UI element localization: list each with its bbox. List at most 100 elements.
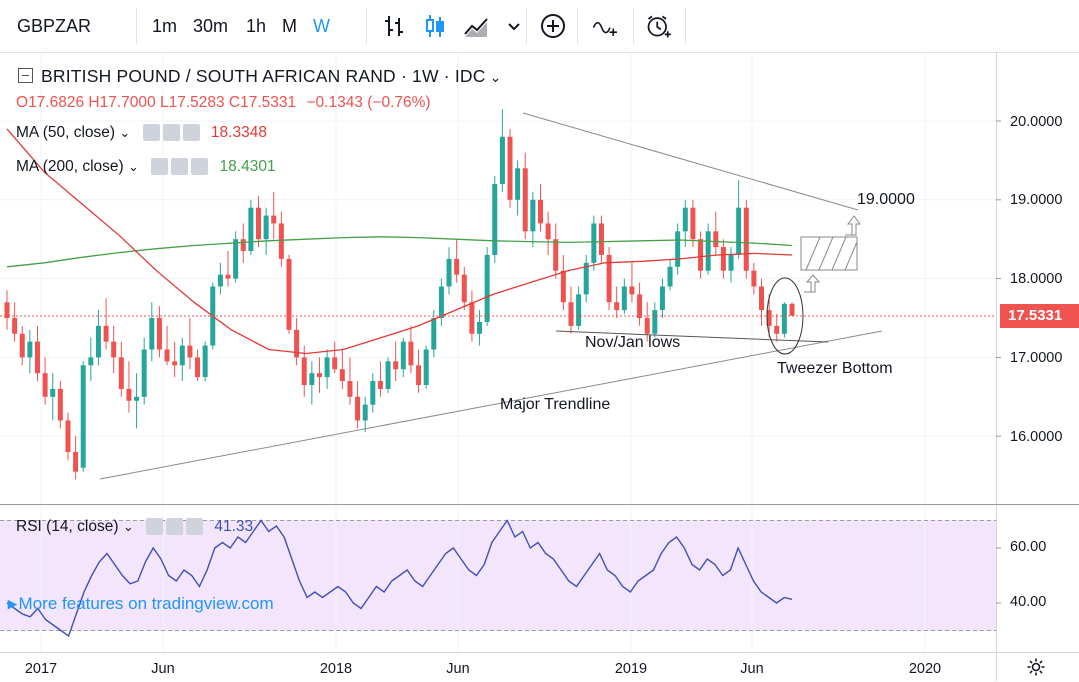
candle-body: [499, 136, 505, 185]
candle-body: [621, 286, 627, 311]
candle-body: [240, 239, 246, 252]
candle-body: [515, 168, 521, 200]
interval-month[interactable]: M: [282, 16, 297, 36]
time-tick: Jun: [740, 661, 764, 677]
candle-body: [759, 286, 765, 311]
candle-body: [522, 168, 528, 232]
chevron-down-icon[interactable]: ⌄: [122, 519, 134, 535]
gear-icon[interactable]: [171, 158, 189, 176]
time-tick: 2020: [908, 661, 942, 677]
close-value: 17.5331: [240, 94, 297, 111]
major-trendline[interactable]: [99, 330, 883, 480]
candle-body: [156, 318, 162, 350]
interval-week[interactable]: W: [313, 16, 330, 36]
toolbar-divider: [366, 8, 367, 44]
chevron-down-icon[interactable]: [500, 12, 520, 40]
candle-body: [477, 321, 483, 334]
chevron-down-icon[interactable]: ⌄: [128, 159, 139, 175]
ma200-legend[interactable]: MA (200, close) ⌄ 18.4301: [16, 158, 276, 176]
time-tick: 2017: [24, 661, 58, 677]
candle-body: [606, 254, 612, 303]
gear-icon[interactable]: [1026, 657, 1046, 677]
symbol-search[interactable]: GBPZAR: [17, 16, 92, 36]
rsi-value: 41.33: [214, 518, 254, 536]
ma50-line: [6, 128, 793, 355]
time-tick: 2019: [614, 661, 648, 677]
candle-body: [339, 369, 345, 382]
ma50-legend[interactable]: MA (50, close) ⌄ 18.3348: [16, 124, 267, 142]
interval-30m[interactable]: 30m: [193, 16, 229, 36]
ma50-value: 18.3348: [210, 124, 267, 142]
eye-icon[interactable]: [151, 158, 169, 176]
nov-jan-lows-line[interactable]: [555, 330, 829, 343]
candle-body: [42, 373, 48, 397]
tradingview-watermark[interactable]: ▸ More features on tradingview.com: [8, 594, 274, 614]
candle-body: [233, 239, 239, 279]
bar-chart-icon[interactable]: [380, 12, 408, 40]
indicator-controls: [146, 518, 206, 536]
close-icon[interactable]: [191, 158, 209, 176]
candle-body: [736, 207, 742, 255]
candle-body: [202, 345, 208, 378]
candle-body: [103, 325, 109, 342]
candle-body: [65, 420, 71, 452]
last-price-tag: 17.5331: [1000, 304, 1079, 328]
candle-body: [294, 329, 300, 358]
nov-jan-lows-label: Nov/Jan lows: [585, 334, 681, 351]
indicator-controls: [142, 124, 203, 142]
chevron-down-icon[interactable]: ⌄: [119, 125, 131, 141]
target-rectangle[interactable]: [800, 236, 858, 271]
candle-body: [705, 231, 711, 271]
price-tick-17: 17.0000: [1010, 350, 1063, 366]
candle-body: [446, 258, 452, 287]
rsi-label: RSI (14, close): [16, 518, 119, 536]
chart-legend-title: BRITISH POUND / SOUTH AFRICAN RAND · 1W …: [18, 66, 501, 87]
candle-body: [134, 396, 140, 401]
interval-1m[interactable]: 1m: [152, 16, 178, 36]
candle-body: [598, 223, 604, 255]
candle-body: [355, 396, 361, 421]
interval-1h[interactable]: 1h: [246, 16, 267, 36]
candle-body: [553, 239, 559, 271]
candle-body: [332, 357, 338, 370]
gear-icon[interactable]: [166, 518, 184, 536]
candle-body: [545, 223, 551, 240]
candle-body: [492, 184, 498, 255]
toolbar-divider: [136, 8, 137, 44]
rsi-legend[interactable]: RSI (14, close) ⌄ 41.33: [16, 518, 253, 536]
candles-icon[interactable]: [421, 12, 449, 40]
candle-body: [720, 247, 726, 271]
close-icon[interactable]: [182, 124, 200, 142]
area-chart-icon[interactable]: [462, 12, 490, 40]
candle-body: [286, 258, 292, 330]
candle-body: [377, 381, 383, 389]
candle-body: [583, 262, 589, 295]
candle-body: [225, 274, 231, 279]
close-icon[interactable]: [186, 518, 204, 536]
candle-body: [362, 404, 368, 421]
candle-body: [629, 286, 635, 295]
candle-body: [385, 361, 391, 389]
chart-canvas[interactable]: [0, 52, 1079, 681]
alert-clock-icon[interactable]: [645, 12, 677, 40]
compare-add-icon[interactable]: [539, 12, 567, 40]
target-label: 19.0000: [857, 191, 915, 208]
candlestick-series: [4, 109, 795, 480]
arrow-up-marker[interactable]: [804, 274, 821, 293]
chevron-down-icon[interactable]: ⌄: [489, 69, 502, 85]
eye-icon[interactable]: [146, 518, 164, 536]
candle-body: [576, 294, 582, 326]
candle-body: [263, 215, 269, 240]
upper-trendline[interactable]: [522, 112, 859, 211]
gear-icon[interactable]: [162, 124, 180, 142]
top-toolbar: GBPZAR 1m 30m 1h M W: [0, 0, 1079, 53]
collapse-icon[interactable]: [18, 68, 33, 83]
eye-icon[interactable]: [142, 124, 160, 142]
arrow-up-marker[interactable]: [845, 215, 861, 236]
major-trendline-label: Major Trendline: [500, 396, 611, 413]
candle-body: [530, 199, 536, 232]
candle-body: [278, 223, 284, 259]
indicators-icon[interactable]: [591, 12, 625, 40]
tweezer-ellipse[interactable]: [766, 277, 804, 355]
candle-body: [568, 302, 574, 326]
